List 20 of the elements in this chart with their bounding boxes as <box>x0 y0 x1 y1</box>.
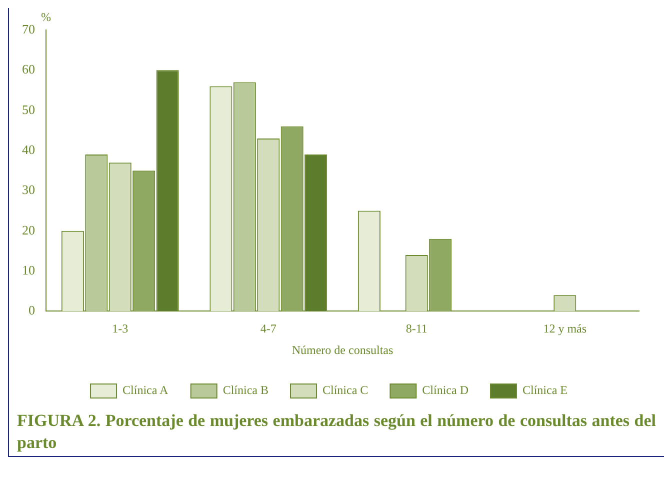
x-tick-label: 1-3 <box>112 322 128 336</box>
y-tick-label: 50 <box>22 102 35 117</box>
y-tick-label: 70 <box>22 21 35 36</box>
y-tick-label: 20 <box>22 222 35 238</box>
legend-label: Clínica B <box>222 383 269 398</box>
x-tick-label: 4-7 <box>260 322 276 336</box>
legend-label: Clínica D <box>422 383 469 398</box>
x-tick-label: 12 y más <box>543 322 587 336</box>
y-tick-label: 30 <box>22 182 35 198</box>
legend-label: Clínica E <box>522 383 568 398</box>
x-axis-title: Número de consultas <box>292 342 394 357</box>
y-tick-label: 40 <box>22 142 35 157</box>
legend-label: Clínica A <box>122 383 169 398</box>
y-tick-label: 10 <box>22 262 35 278</box>
legend-label: Clínica C <box>322 383 368 398</box>
text: FIGURA 2. Porcentaje de mujeres embarazadas según el número de consultas antes del parto <box>16 410 657 454</box>
y-axis-title: % <box>41 10 51 24</box>
x-tick-label: 8-11 <box>406 322 428 336</box>
y-tick-label: 0 <box>28 302 35 318</box>
y-tick-label: 60 <box>22 62 35 77</box>
